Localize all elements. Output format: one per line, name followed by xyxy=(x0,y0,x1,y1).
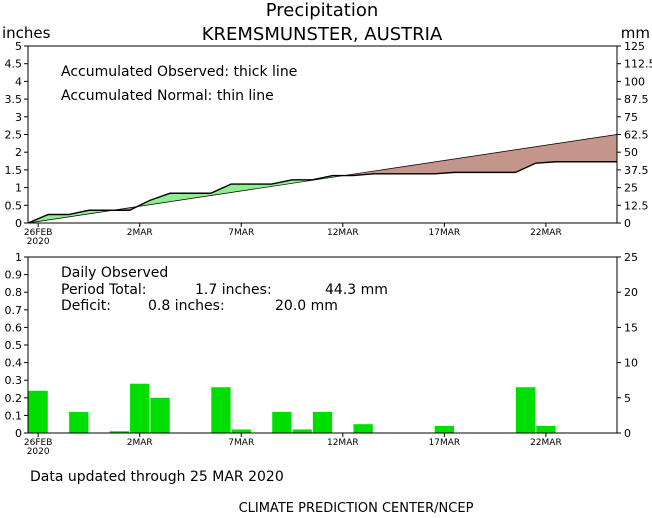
accumulated-right-tick-label: 50 xyxy=(624,146,638,159)
accumulated-lines xyxy=(27,134,618,224)
daily-x-tick-label: 26FEB xyxy=(24,438,53,448)
daily-bar xyxy=(515,387,536,433)
daily-left-tick-label: 0.9 xyxy=(5,269,23,282)
accumulated-right-tick-label: 112.5 xyxy=(624,58,652,71)
accumulated-right-tick-label: 100 xyxy=(624,75,645,88)
accumulated-left-tick-label: 4.5 xyxy=(5,58,23,71)
daily-bar xyxy=(292,429,312,433)
deficit-area xyxy=(596,134,618,163)
accumulated-left-tick-label: 3.5 xyxy=(5,93,23,106)
daily-left-tick-label: 0.5 xyxy=(5,339,23,352)
period-total-inches: 1.7 inches: xyxy=(195,282,272,298)
deficit-area xyxy=(576,137,597,163)
credit-footer: CLIMATE PREDICTION CENTER/NCEP xyxy=(239,501,474,516)
daily-left-tick-label: 0.4 xyxy=(5,357,23,370)
accumulated-left-tick-label: 1.5 xyxy=(5,164,23,177)
accumulated-right-tick-label: 0 xyxy=(624,217,631,230)
daily-bar xyxy=(434,425,454,433)
chart-title: Precipitation xyxy=(266,0,379,21)
daily-x-tick-label: 12MAR xyxy=(327,438,359,448)
period-total-label: Period Total: xyxy=(61,282,147,298)
daily-bar xyxy=(353,424,373,433)
daily-right-tick-label: 5 xyxy=(624,392,631,405)
accumulated-left-tick-label: 1 xyxy=(15,182,22,195)
daily-bar xyxy=(28,390,48,433)
accumulated-x-tick-label: 26FEB xyxy=(24,228,53,238)
daily-bar xyxy=(109,431,130,433)
accumulated-x-tick-label: 7MAR xyxy=(228,228,254,238)
daily-bar xyxy=(536,425,556,433)
period-total-mm: 44.3 mm xyxy=(325,282,388,298)
daily-bar xyxy=(69,411,89,433)
accumulated-left-tick-label: 0 xyxy=(15,217,22,230)
data-updated-note: Data updated through 25 MAR 2020 xyxy=(30,469,284,485)
daily-left-tick-label: 0.8 xyxy=(5,286,23,299)
accumulated-x-tick-label: 2MAR xyxy=(127,228,153,238)
daily-x-tick-label: 22MAR xyxy=(530,438,562,448)
deficit-label: Deficit: xyxy=(61,298,111,314)
daily-right-tick-label: 0 xyxy=(624,427,631,440)
daily-bar xyxy=(231,429,251,433)
daily-right-tick-label: 15 xyxy=(624,321,638,334)
daily-left-tick-label: 0.7 xyxy=(5,304,23,317)
accumulated-right-tick-label: 37.5 xyxy=(624,164,649,177)
daily-bar xyxy=(272,411,292,433)
chart-location: KREMSMUNSTER, AUSTRIA xyxy=(202,24,443,45)
accumulated-left-tick-label: 0.5 xyxy=(5,199,23,212)
accumulated-left-tick-label: 3 xyxy=(15,111,22,124)
accumulated-normal-line xyxy=(27,134,618,224)
daily-bar xyxy=(150,397,170,433)
daily-right-tick-label: 20 xyxy=(624,286,638,299)
accumulated-right-tick-label: 87.5 xyxy=(624,93,649,106)
daily-chart: 00.10.20.30.40.50.60.70.80.9105101520252… xyxy=(5,251,639,457)
accumulated-left-tick-label: 2.5 xyxy=(5,129,23,142)
accumulated-x-tick-label: 22MAR xyxy=(530,228,562,238)
daily-left-tick-label: 0.1 xyxy=(5,409,23,422)
accumulated-right-tick-label: 75 xyxy=(624,111,638,124)
daily-x-tick-label: 17MAR xyxy=(429,438,461,448)
daily-left-tick-label: 0 xyxy=(15,427,22,440)
daily-right-tick-label: 10 xyxy=(624,357,638,370)
deficit-inches: 0.8 inches: xyxy=(148,298,225,314)
accumulated-x-tick-label: 12MAR xyxy=(327,228,359,238)
daily-bar xyxy=(130,383,150,433)
deficit-area xyxy=(433,158,455,175)
daily-axes: 00.10.20.30.40.50.60.70.80.9105101520252… xyxy=(5,251,639,457)
accumulated-chart: 00.511.522.533.544.55012.52537.55062.575… xyxy=(5,40,652,247)
daily-left-tick-label: 0.6 xyxy=(5,321,23,334)
accumulated-x-tick-label: 17MAR xyxy=(429,228,461,238)
daily-x-tick-sublabel: 2020 xyxy=(27,447,50,457)
daily-left-tick-label: 1 xyxy=(15,251,22,264)
daily-bar xyxy=(211,387,231,433)
accumulated-left-tick-label: 5 xyxy=(15,40,22,53)
accumulated-left-tick-label: 2 xyxy=(15,146,22,159)
daily-bar xyxy=(312,411,333,433)
accumulated-left-tick-label: 4 xyxy=(15,75,22,88)
deficit-area xyxy=(555,140,577,163)
daily-right-tick-label: 25 xyxy=(624,251,638,264)
deficit-mm: 20.0 mm xyxy=(275,298,338,314)
deficit-area xyxy=(494,149,516,173)
accumulated-observed-line xyxy=(27,161,617,224)
daily-left-tick-label: 0.2 xyxy=(5,392,23,405)
accumulated-observed-note: Accumulated Observed: thick line xyxy=(61,64,297,80)
accumulated-right-tick-label: 25 xyxy=(624,182,638,195)
daily-x-tick-label: 2MAR xyxy=(127,438,153,448)
daily-bars xyxy=(28,383,556,433)
daily-observed-label: Daily Observed xyxy=(61,265,168,281)
accumulated-x-tick-sublabel: 2020 xyxy=(27,237,50,247)
daily-x-tick-label: 7MAR xyxy=(228,438,254,448)
right-unit-label: mm xyxy=(621,24,650,42)
accumulated-right-tick-label: 62.5 xyxy=(624,129,649,142)
accumulated-right-tick-label: 125 xyxy=(624,40,645,53)
accumulated-axes: 00.511.522.533.544.55012.52537.55062.575… xyxy=(5,40,652,247)
daily-left-tick-label: 0.3 xyxy=(5,374,23,387)
accumulated-right-tick-label: 12.5 xyxy=(624,199,649,212)
left-unit-label: inches xyxy=(2,24,51,42)
accumulated-normal-note: Accumulated Normal: thin line xyxy=(61,88,274,104)
